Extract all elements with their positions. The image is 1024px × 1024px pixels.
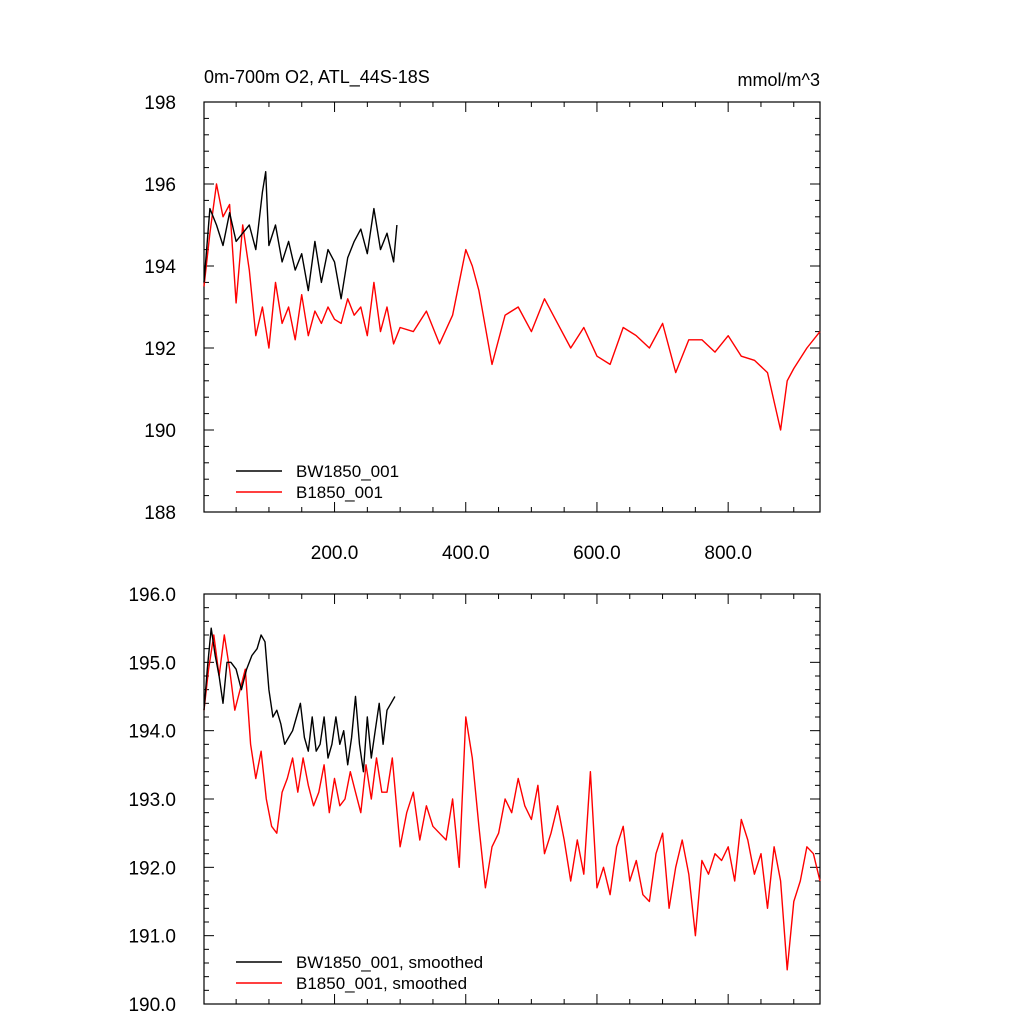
legend: BW1850_001, smoothed B1850_001, smoothed bbox=[236, 953, 483, 993]
x-tick-label: 800.0 bbox=[704, 543, 752, 564]
tick-group: 188 190 192 194 196 198 200.0 400.0 600.0 800.0 bbox=[144, 93, 820, 564]
series-line-bw1850-001-smoothed bbox=[203, 627, 396, 773]
series-layer bbox=[203, 627, 821, 971]
chart-title: 0m-700m O2, ATL_44S-18S bbox=[204, 67, 430, 88]
x-tick-label: 200.0 bbox=[311, 543, 359, 564]
y-tick-label: 188 bbox=[144, 503, 176, 524]
series-line-b1850-001-smoothed bbox=[203, 634, 821, 971]
y-tick-label: 198 bbox=[144, 93, 176, 114]
top-panel: 0m-700m O2, ATL_44S-18S mmol/m^3 1881901… bbox=[144, 67, 821, 564]
plot-frame bbox=[203, 593, 821, 1005]
y-tick-label: 192.0 bbox=[128, 858, 176, 879]
y-tick-label: 194.0 bbox=[128, 722, 176, 743]
units-label: mmol/m^3 bbox=[738, 70, 820, 90]
legend-label-bw1850-smoothed: BW1850_001, smoothed bbox=[296, 953, 483, 972]
series-line-bw1850-001 bbox=[203, 170, 398, 300]
series-layer bbox=[203, 170, 821, 431]
plot-frame bbox=[203, 101, 821, 513]
x-tick-label: 600.0 bbox=[573, 543, 621, 564]
y-tick-label: 190.0 bbox=[128, 995, 176, 1016]
y-tick-label: 195.0 bbox=[128, 653, 176, 674]
y-tick-label: 190 bbox=[144, 421, 176, 442]
y-tick-label: 193.0 bbox=[128, 790, 176, 811]
bottom-panel: 190.0 191.0 192.0 193.0 194.0 195.0 196.0 BW18… bbox=[128, 585, 821, 1016]
y-tick-label: 192 bbox=[144, 339, 176, 360]
y-tick-label: 196.0 bbox=[128, 585, 176, 606]
x-tick-label: 400.0 bbox=[442, 543, 490, 564]
y-tick-label: 191.0 bbox=[128, 927, 176, 948]
legend-label-b1850: B1850_001 bbox=[296, 483, 383, 502]
y-tick-label: 194 bbox=[144, 257, 176, 278]
legend-label-b1850-smoothed: B1850_001, smoothed bbox=[296, 974, 467, 993]
tick-group: 190.0 191.0 192.0 193.0 194.0 195.0 196.0 bbox=[128, 585, 820, 1016]
legend-label-bw1850: BW1850_001 bbox=[296, 462, 399, 481]
y-tick-label: 196 bbox=[144, 175, 176, 196]
series-line-b1850-001 bbox=[203, 183, 821, 431]
legend: BW1850_001 B1850_001 bbox=[236, 462, 399, 502]
